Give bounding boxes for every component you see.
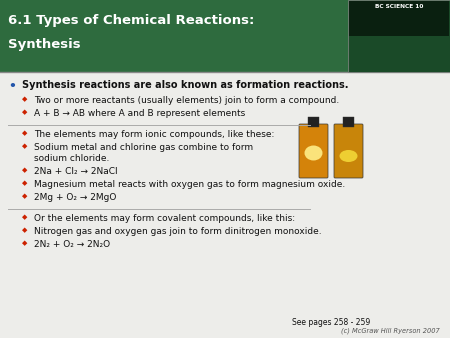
Bar bbox=[343, 117, 354, 127]
Text: Or the elements may form covalent compounds, like this:: Or the elements may form covalent compou… bbox=[34, 214, 295, 223]
Text: ◆: ◆ bbox=[22, 180, 27, 186]
Text: Magnesium metal reacts with oxygen gas to form magnesium oxide.: Magnesium metal reacts with oxygen gas t… bbox=[34, 180, 345, 189]
Text: 2Na + Cl₂ → 2NaCl: 2Na + Cl₂ → 2NaCl bbox=[34, 167, 117, 176]
FancyBboxPatch shape bbox=[334, 124, 363, 178]
Text: ◆: ◆ bbox=[22, 227, 27, 233]
Text: ◆: ◆ bbox=[22, 143, 27, 149]
Text: Nitrogen gas and oxygen gas join to form dinitrogen monoxide.: Nitrogen gas and oxygen gas join to form… bbox=[34, 227, 322, 236]
Text: BC SCIENCE 10: BC SCIENCE 10 bbox=[375, 4, 423, 9]
Bar bbox=[308, 117, 319, 127]
Text: 6.1 Types of Chemical Reactions:: 6.1 Types of Chemical Reactions: bbox=[8, 14, 254, 27]
Text: A + B → AB where A and B represent elements: A + B → AB where A and B represent eleme… bbox=[34, 109, 245, 118]
Bar bbox=[0, 0, 450, 72]
Text: ◆: ◆ bbox=[22, 193, 27, 199]
Text: ◆: ◆ bbox=[22, 130, 27, 136]
Text: Sodium metal and chlorine gas combine to form: Sodium metal and chlorine gas combine to… bbox=[34, 143, 253, 152]
Text: ◆: ◆ bbox=[22, 240, 27, 246]
Text: ◆: ◆ bbox=[22, 167, 27, 173]
Text: 2Mg + O₂ → 2MgO: 2Mg + O₂ → 2MgO bbox=[34, 193, 117, 202]
Text: Synthesis reactions are also known as formation reactions.: Synthesis reactions are also known as fo… bbox=[22, 80, 348, 90]
Text: The elements may form ionic compounds, like these:: The elements may form ionic compounds, l… bbox=[34, 130, 274, 139]
Ellipse shape bbox=[305, 145, 323, 161]
Text: ◆: ◆ bbox=[22, 109, 27, 115]
Text: Synthesis: Synthesis bbox=[8, 38, 81, 51]
Text: Two or more reactants (usually elements) join to form a compound.: Two or more reactants (usually elements)… bbox=[34, 96, 339, 105]
Text: 2N₂ + O₂ → 2N₂O: 2N₂ + O₂ → 2N₂O bbox=[34, 240, 110, 249]
FancyBboxPatch shape bbox=[299, 124, 328, 178]
Text: See pages 258 - 259: See pages 258 - 259 bbox=[292, 318, 370, 327]
Bar bbox=[348, 0, 450, 72]
Text: ◆: ◆ bbox=[22, 214, 27, 220]
Ellipse shape bbox=[339, 150, 357, 162]
Bar bbox=[349, 1, 449, 36]
Text: ◆: ◆ bbox=[22, 96, 27, 102]
Text: (c) McGraw Hill Ryerson 2007: (c) McGraw Hill Ryerson 2007 bbox=[341, 328, 440, 335]
Text: sodium chloride.: sodium chloride. bbox=[34, 154, 109, 163]
Text: •: • bbox=[8, 80, 16, 93]
